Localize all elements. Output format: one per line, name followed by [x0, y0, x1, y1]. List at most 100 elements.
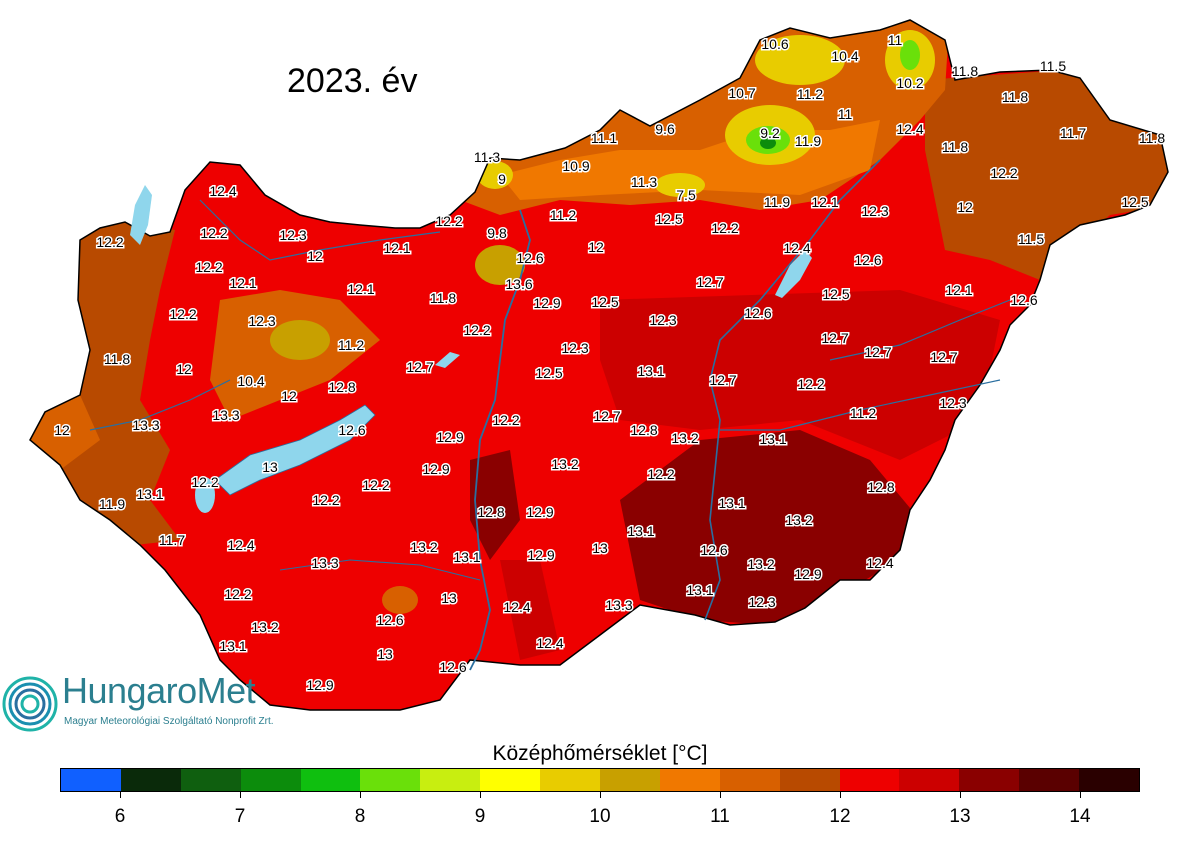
station-value-label: 12.5	[591, 294, 618, 310]
station-value-label: 12.3	[279, 227, 306, 243]
legend-title: Középhőmérséklet [°C]	[492, 742, 708, 765]
station-value-label: 11	[838, 106, 853, 122]
legend-swatch	[659, 769, 720, 791]
legend-swatch	[839, 769, 900, 791]
station-value-label: 11.5	[1018, 231, 1044, 247]
legend-swatch	[61, 769, 121, 791]
station-value-label: 12.3	[861, 203, 888, 219]
station-value-label: 10.6	[761, 36, 788, 52]
legend-tick-mark	[1080, 792, 1081, 798]
legend-tick-mark	[960, 792, 961, 798]
station-value-label: 11	[888, 32, 903, 48]
station-value-label: 11.8	[952, 63, 978, 79]
station-value-label: 11.8	[104, 351, 130, 367]
station-value-label: 13.2	[785, 512, 812, 528]
legend-swatch	[360, 769, 421, 791]
station-value-label: 11.3	[474, 149, 500, 165]
station-value-label: 12.8	[630, 422, 657, 438]
station-value-label: 12.6	[854, 252, 881, 268]
station-value-label: 12.4	[536, 635, 563, 651]
station-value-label: 13.1	[136, 486, 163, 502]
station-value-label: 13.6	[505, 276, 532, 292]
station-value-label: 11.9	[99, 496, 125, 512]
station-value-label: 12.6	[700, 542, 727, 558]
legend-swatch	[959, 769, 1020, 791]
legend-tick-mark	[600, 792, 601, 798]
station-value-label: 12.2	[312, 492, 339, 508]
station-value-label: 12.7	[709, 372, 736, 388]
legend-tick-label: 6	[114, 806, 126, 827]
legend-swatch	[420, 769, 481, 791]
logo-subtitle: Magyar Meteorológiai Szolgáltató Nonprof…	[64, 716, 274, 727]
legend-swatch	[1019, 769, 1080, 791]
station-value-label: 12.7	[593, 408, 620, 424]
station-value-label: 9.2	[760, 125, 780, 141]
station-value-label: 12.2	[463, 322, 490, 338]
station-value-label: 10.7	[728, 85, 755, 101]
station-value-label: 11.2	[797, 86, 823, 102]
station-value-label: 13.2	[251, 619, 278, 635]
station-value-label: 12.8	[477, 504, 504, 520]
legend-swatch	[480, 769, 541, 791]
station-value-label: 12.2	[224, 586, 251, 602]
station-value-label: 12.6	[1010, 292, 1037, 308]
hungaromet-swirl-icon	[2, 676, 58, 732]
station-value-label: 12	[307, 248, 323, 264]
station-value-label: 13.1	[759, 431, 786, 447]
station-value-label: 12.2	[492, 412, 519, 428]
station-value-label: 12.4	[866, 555, 893, 571]
station-value-label: 11.8	[1139, 130, 1165, 146]
station-value-label: 13	[377, 646, 393, 662]
station-value-label: 12.4	[227, 537, 254, 553]
station-value-label: 12.1	[347, 281, 374, 297]
station-value-label: 12.2	[797, 376, 824, 392]
station-value-label: 13.1	[453, 549, 480, 565]
legend-tick-label: 12	[829, 806, 851, 827]
legend-tick-mark	[720, 792, 721, 798]
station-value-label: 12.5	[655, 211, 682, 227]
station-value-label: 11.7	[159, 532, 185, 548]
station-value-label: 12.1	[945, 282, 972, 298]
station-value-label: 12.6	[516, 250, 543, 266]
station-value-label: 11.9	[795, 133, 821, 149]
station-value-label: 12.6	[338, 422, 365, 438]
station-value-label: 13	[441, 590, 457, 606]
station-value-label: 12.7	[696, 274, 723, 290]
station-value-label: 12.2	[200, 225, 227, 241]
station-value-label: 12.3	[561, 340, 588, 356]
legend-tick-label: 7	[234, 806, 246, 827]
station-value-label: 12.2	[362, 477, 389, 493]
station-value-label: 12	[588, 239, 604, 255]
station-value-label: 11.9	[764, 194, 790, 210]
legend-tick-mark	[480, 792, 481, 798]
station-value-label: 13.1	[627, 523, 654, 539]
station-value-label: 9.6	[655, 121, 675, 137]
legend-swatch	[300, 769, 361, 791]
legend-tick-label: 10	[589, 806, 611, 827]
station-value-label: 13.3	[132, 417, 159, 433]
station-value-label: 12.2	[195, 259, 222, 275]
station-value-label: 11.2	[550, 207, 576, 223]
station-value-label: 11.8	[942, 139, 968, 155]
color-scale-bar	[60, 768, 1140, 792]
station-value-label: 11.5	[1040, 58, 1066, 74]
station-value-label: 12.9	[533, 295, 560, 311]
station-value-label: 12.4	[503, 599, 530, 615]
station-value-label: 12.1	[229, 275, 256, 291]
legend-swatch	[719, 769, 780, 791]
legend-tick-mark	[240, 792, 241, 798]
station-value-label: 12.7	[930, 349, 957, 365]
station-value-label: 12.2	[169, 306, 196, 322]
station-value-label: 13.2	[410, 539, 437, 555]
color-scale-ticks: 6 7 8 9 10 11 12 13 14	[60, 792, 1140, 832]
station-value-label: 9	[498, 171, 506, 187]
station-value-label: 12	[281, 388, 297, 404]
station-value-label: 12.9	[527, 547, 554, 563]
station-value-label: 13.1	[718, 495, 745, 511]
station-value-label: 13.2	[551, 456, 578, 472]
station-value-label: 12.9	[436, 429, 463, 445]
station-value-label: 12.4	[783, 240, 810, 256]
station-value-label: 11.8	[1002, 89, 1028, 105]
station-value-label: 13	[262, 459, 278, 475]
